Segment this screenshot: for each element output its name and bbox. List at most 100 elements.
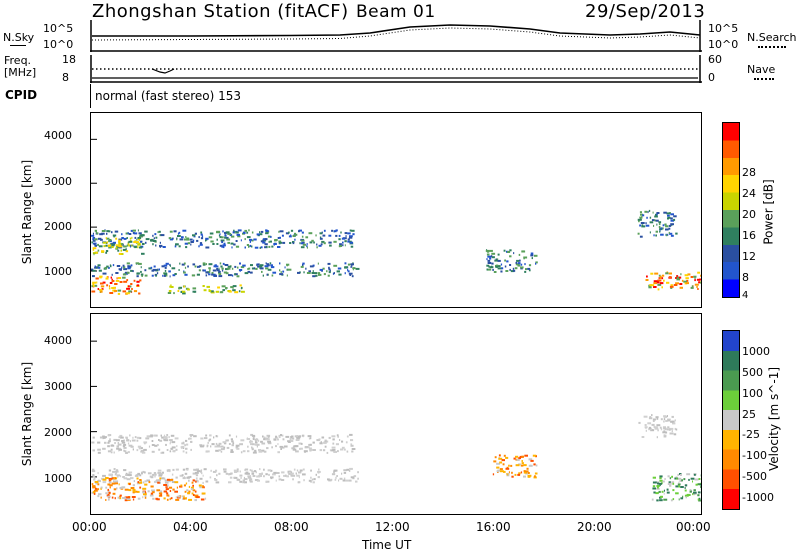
echo-cell (666, 491, 670, 494)
echo-cell (256, 233, 260, 236)
echo-cell (257, 439, 260, 442)
echo-cell (131, 244, 133, 247)
echo-cell (219, 233, 221, 236)
echo-cell (519, 259, 521, 262)
echo-cell (235, 240, 238, 242)
echo-cell (656, 223, 658, 226)
echo-cell (189, 434, 194, 436)
echo-cell (133, 232, 138, 235)
echo-cell (302, 473, 306, 476)
echo-cell (516, 259, 520, 262)
echo-cell (137, 497, 141, 500)
echo-cell (221, 245, 225, 248)
echo-cell (130, 269, 133, 272)
echo-cell (117, 475, 119, 478)
echo-cell (111, 482, 116, 485)
echo-cell (139, 279, 142, 282)
echo-cell (266, 245, 268, 248)
echo-cell (271, 446, 273, 449)
echo-cell (337, 450, 339, 453)
echo-cell (689, 489, 692, 492)
echo-cell (258, 449, 261, 451)
xtick-3: 12:00 (375, 520, 410, 534)
echo-cell (267, 440, 271, 443)
echo-cell (680, 486, 684, 488)
echo-cell (139, 480, 142, 483)
echo-cell (181, 442, 185, 445)
echo-cell (507, 473, 509, 476)
echo-cell (145, 437, 150, 440)
echo-cell (220, 448, 225, 451)
echo-cell (228, 473, 232, 476)
echo-cell (105, 250, 109, 252)
echo-cell (160, 234, 165, 237)
echo-cell (697, 288, 699, 290)
echo-cell (261, 270, 263, 273)
echo-cell (164, 266, 167, 269)
echo-cell (194, 495, 197, 498)
echo-cell (278, 241, 282, 244)
echo-cell (322, 267, 325, 270)
echo-cell (333, 451, 337, 453)
echo-cell (115, 237, 118, 240)
echo-cell (111, 273, 113, 276)
echo-cell (236, 275, 240, 278)
echo-cell (206, 285, 210, 288)
echo-cell (119, 497, 122, 500)
echo-cell (97, 448, 101, 451)
echo-cell (121, 266, 123, 269)
echo-cell (328, 479, 332, 482)
echo-cell (282, 270, 285, 273)
echo-cell (321, 436, 325, 439)
echo-cell (262, 274, 264, 277)
echo-cell (100, 290, 103, 293)
echo-cell (345, 235, 347, 238)
echo-cell (319, 237, 323, 240)
echo-cell (169, 450, 172, 453)
echo-cell (148, 445, 151, 448)
echo-cell (326, 440, 329, 443)
echo-cell (171, 473, 174, 476)
echo-cell (116, 469, 119, 472)
echo-cell (115, 246, 118, 249)
echo-cell (227, 241, 230, 244)
echo-cell (696, 285, 698, 288)
echo-cell (225, 287, 228, 289)
echo-cell (339, 477, 343, 480)
echo-cell (254, 449, 257, 452)
echo-cell (485, 249, 490, 252)
echo-cell (185, 451, 188, 454)
echo-cell (319, 232, 323, 235)
echo-cell (193, 235, 196, 238)
echo-cell (237, 229, 242, 232)
echo-cell (246, 231, 249, 234)
echo-cell (670, 223, 674, 226)
echo-cell (151, 274, 154, 277)
echo-cell (178, 286, 182, 289)
echo-cell (169, 439, 173, 442)
echo-cell (120, 249, 122, 252)
echo-cell (683, 478, 686, 481)
echo-cell (162, 246, 166, 248)
echo-cell (504, 259, 506, 262)
echo-cell (673, 284, 678, 286)
echo-cell (164, 269, 167, 272)
echo-cell (117, 249, 120, 252)
echo-cell (265, 480, 268, 483)
echo-cell (129, 245, 132, 248)
echo-cell (317, 262, 319, 265)
echo-cell (167, 292, 172, 294)
echo-cell (126, 437, 128, 440)
echo-cell (181, 290, 186, 293)
echo-cell (667, 418, 671, 421)
echo-cell (696, 278, 701, 281)
echo-cell (113, 438, 117, 441)
echo-cell (671, 475, 673, 478)
echo-cell (116, 447, 119, 450)
echo-cell (652, 476, 656, 479)
echo-cell (662, 426, 666, 429)
echo-cell (652, 419, 655, 422)
echo-cell (527, 472, 530, 474)
echo-cell (128, 244, 131, 247)
echo-cell (293, 468, 296, 471)
